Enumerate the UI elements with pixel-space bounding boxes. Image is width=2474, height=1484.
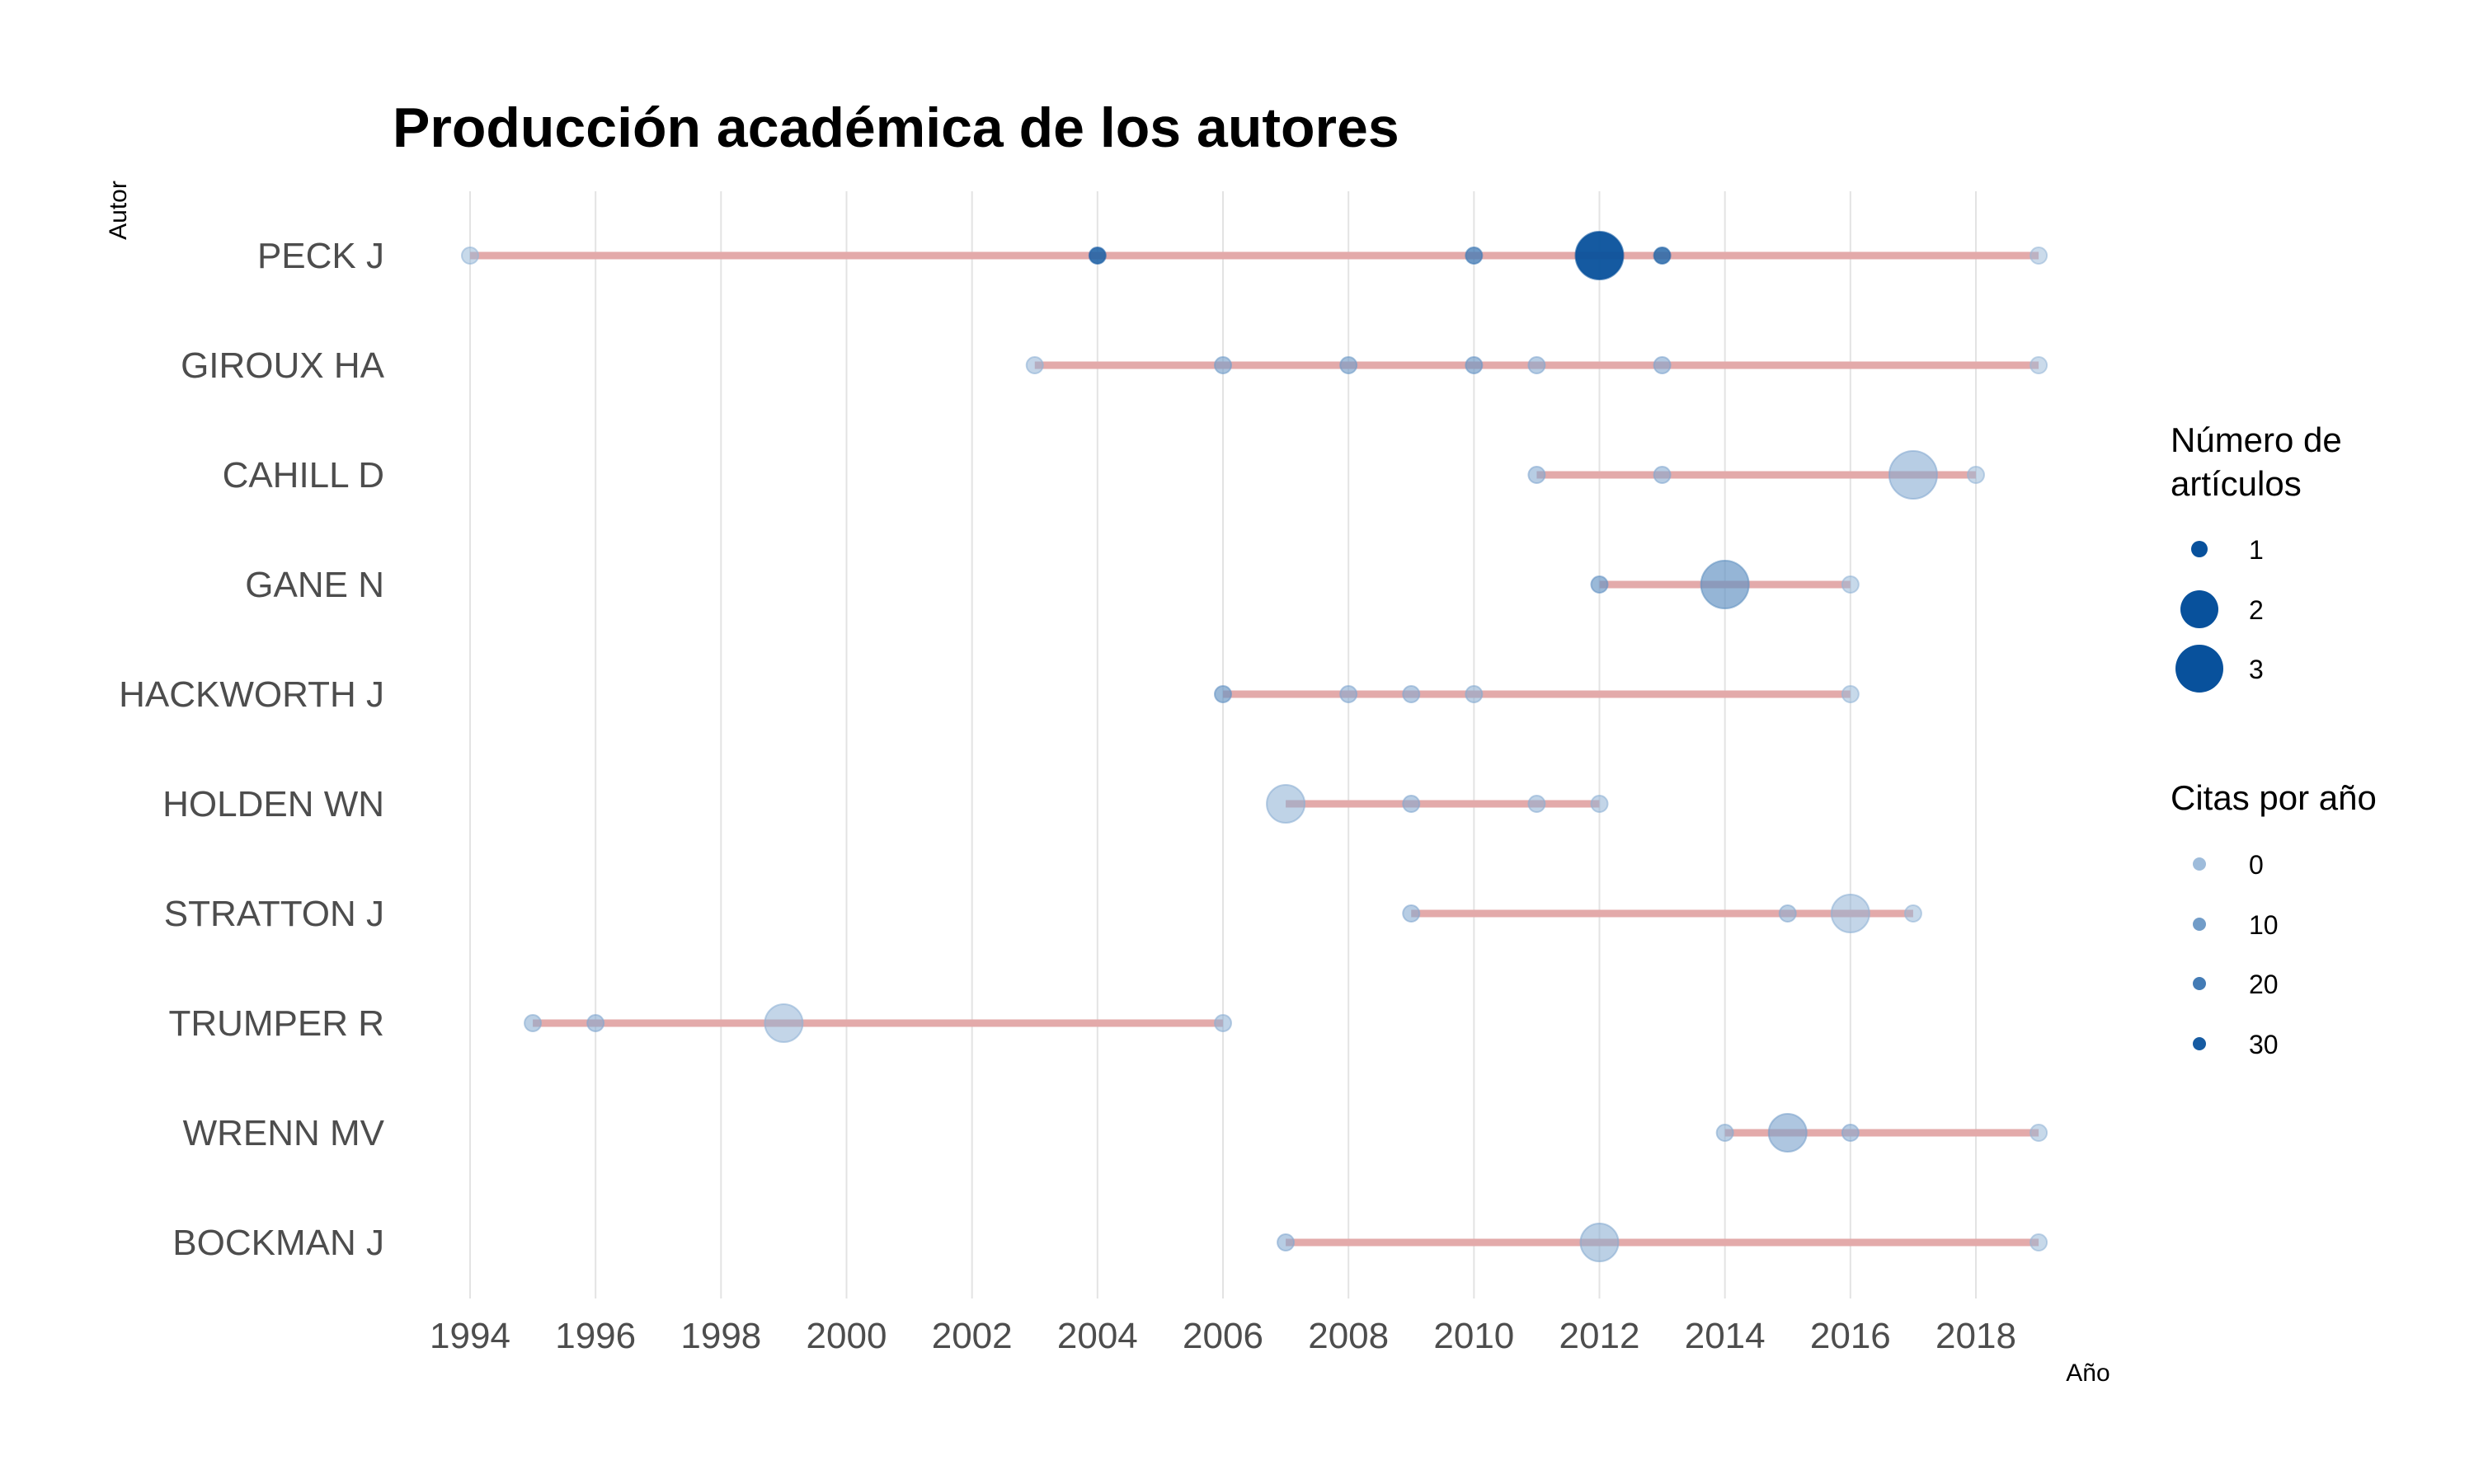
data-point	[1465, 685, 1484, 703]
legend-color: Citas por año 0 10 20 30	[2171, 778, 2377, 1059]
x-tick-label: 2010	[1433, 1316, 1514, 1356]
data-point	[1841, 1124, 1860, 1142]
data-point	[586, 1014, 605, 1032]
data-point	[1903, 904, 1922, 923]
data-point	[1214, 1014, 1232, 1032]
data-point	[1888, 450, 1938, 500]
y-tick-label: HOLDEN WN	[162, 784, 384, 824]
legend-color-label: 30	[2249, 1030, 2279, 1059]
data-points	[461, 231, 2048, 1262]
y-tick-label: PECK J	[257, 236, 384, 276]
author-segments	[470, 251, 2039, 1247]
data-point	[1402, 904, 1421, 923]
data-point	[2030, 1124, 2048, 1142]
legend-color-title: Citas por año	[2171, 778, 2377, 817]
data-point	[1339, 356, 1358, 374]
data-point	[1527, 356, 1546, 374]
data-point	[1590, 575, 1609, 594]
legend-size-title: Número de	[2171, 420, 2342, 459]
data-point	[1841, 685, 1860, 703]
data-point	[2030, 1233, 2048, 1252]
x-tick-label: 2002	[932, 1316, 1013, 1356]
y-tick-label: CAHILL D	[223, 455, 384, 495]
data-point	[1767, 1113, 1808, 1153]
legend-color-key	[2193, 977, 2206, 990]
data-point	[1402, 685, 1421, 703]
data-point	[1830, 894, 1870, 933]
x-tick-label: 2014	[1685, 1316, 1766, 1356]
x-tick-label: 2016	[1810, 1316, 1891, 1356]
chart-title: Producción académica de los autores	[393, 96, 1399, 159]
x-tick-label: 1994	[430, 1316, 510, 1356]
y-tick-label: HACKWORTH J	[119, 674, 384, 715]
data-point	[1214, 685, 1232, 703]
legend-size-key	[2175, 645, 2223, 693]
x-tick-label: 1998	[680, 1316, 761, 1356]
data-point	[1653, 356, 1672, 374]
data-point	[764, 1003, 804, 1043]
data-point	[2030, 356, 2048, 374]
data-point	[1715, 1124, 1734, 1142]
legend-size-title: artículos	[2171, 464, 2302, 503]
x-tick-label: 2004	[1057, 1316, 1138, 1356]
data-point	[461, 247, 479, 265]
data-point	[1700, 560, 1750, 609]
x-tick-label: 2000	[807, 1316, 887, 1356]
legend-color-label: 10	[2249, 910, 2279, 940]
y-tick-label: GIROUX HA	[181, 345, 385, 386]
data-point	[1967, 466, 1985, 484]
legend-color-key	[2193, 918, 2206, 931]
legend-size-label: 1	[2249, 535, 2264, 565]
x-tick-label: 2018	[1935, 1316, 2016, 1356]
legend-color-key	[2193, 1037, 2206, 1050]
x-tick-label: 2008	[1308, 1316, 1389, 1356]
y-tick-label: TRUMPER R	[168, 1003, 384, 1044]
data-point	[1574, 231, 1625, 280]
data-point	[1465, 247, 1484, 265]
data-point	[1025, 356, 1044, 374]
x-tick-label: 1996	[555, 1316, 636, 1356]
x-axis-ticks: 1994 1996 1998 2000 2002 2004 2006 2008 2010 2012…	[430, 1316, 2016, 1356]
data-point	[1579, 1223, 1620, 1262]
data-point	[1590, 795, 1609, 813]
data-point	[1527, 795, 1546, 813]
data-point	[1402, 795, 1421, 813]
data-point	[1088, 247, 1107, 265]
x-axis-label: Año	[2066, 1360, 2109, 1387]
legend-size-label: 3	[2249, 655, 2264, 684]
data-point	[1277, 1233, 1296, 1252]
data-point	[1214, 356, 1232, 374]
data-point	[1465, 356, 1484, 374]
legend-size-key	[2180, 590, 2218, 628]
data-point	[2030, 247, 2048, 265]
y-tick-label: GANE N	[245, 565, 384, 605]
data-point	[1653, 466, 1672, 484]
data-point	[1778, 904, 1797, 923]
data-point	[1653, 247, 1672, 265]
y-axis-ticks: PECK J GIROUX HA CAHILL D GANE N HACKWORTH J…	[119, 236, 385, 1263]
x-tick-label: 2006	[1183, 1316, 1263, 1356]
data-point	[1527, 466, 1546, 484]
legend-size-label: 2	[2249, 595, 2264, 625]
y-tick-label: WRENN MV	[183, 1113, 385, 1153]
legend-color-label: 0	[2249, 850, 2264, 880]
legend-color-key	[2193, 857, 2206, 871]
y-tick-label: STRATTON J	[164, 894, 384, 934]
data-point	[1339, 685, 1358, 703]
grid-lines	[469, 191, 1977, 1298]
y-tick-label: BOCKMAN J	[172, 1223, 384, 1263]
legend-size: Número de artículos 1 2 3	[2171, 420, 2342, 693]
legend-color-label: 20	[2249, 970, 2279, 999]
legend-size-key	[2191, 541, 2208, 557]
data-point	[1841, 575, 1860, 594]
data-point	[524, 1014, 543, 1032]
data-point	[1266, 784, 1306, 824]
x-tick-label: 2012	[1559, 1316, 1640, 1356]
y-axis-label: Autor	[105, 181, 132, 240]
